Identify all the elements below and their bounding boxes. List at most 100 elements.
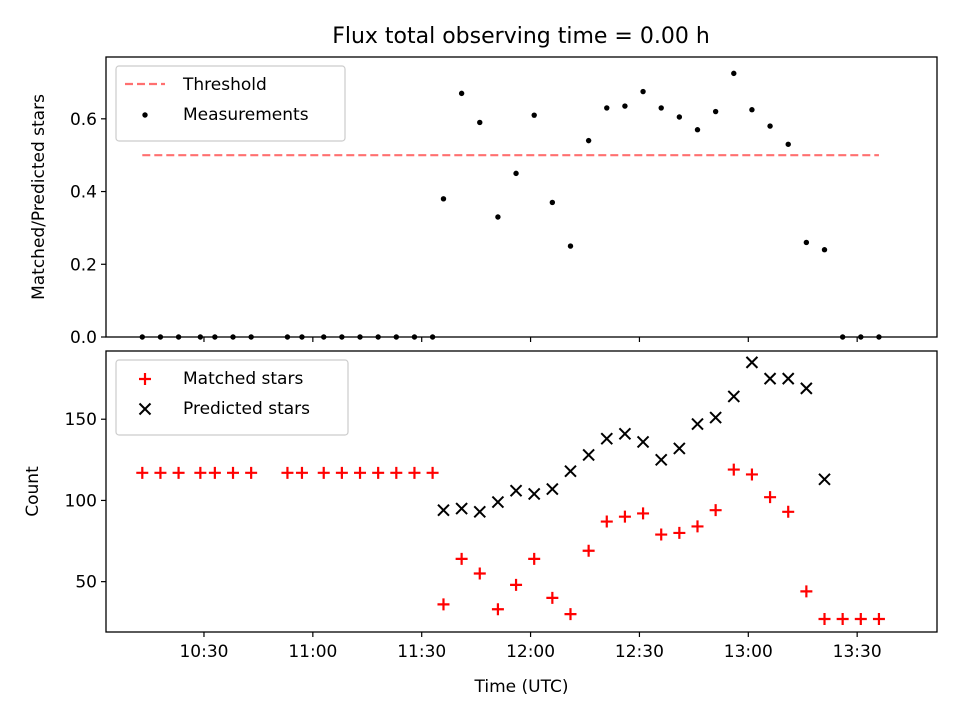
data-point (709, 504, 722, 517)
legend-label: Predicted stars (183, 399, 310, 419)
data-point (676, 114, 683, 120)
data-point (509, 484, 523, 497)
data-point (637, 507, 650, 520)
data-point (585, 137, 592, 144)
data-point (582, 544, 595, 557)
y-tick-label: 0.0 (70, 328, 97, 348)
data-point (455, 502, 468, 515)
data-point (636, 435, 650, 449)
legend-label: Measurements (183, 105, 309, 125)
data-point (745, 356, 759, 369)
data-point (194, 466, 207, 479)
data-point (673, 442, 686, 455)
data-point (455, 552, 468, 565)
data-point (673, 526, 686, 539)
data-point (622, 103, 628, 109)
data-point (836, 613, 849, 626)
data-point (208, 466, 221, 479)
data-point (458, 90, 465, 97)
y-axis-label: Count (23, 466, 43, 517)
data-point (546, 482, 559, 496)
data-point (281, 466, 294, 479)
data-point (567, 243, 574, 249)
data-point (531, 112, 537, 118)
data-point (691, 520, 704, 533)
data-point (604, 105, 610, 111)
data-point (731, 70, 737, 77)
data-point (818, 613, 831, 626)
data-point (491, 603, 504, 616)
legend-marker-swatch (142, 112, 148, 118)
data-point (172, 466, 185, 479)
data-point (513, 170, 519, 177)
legend: Threshold Measurements (115, 65, 346, 142)
figure-title: Flux total observing time = 0.00 h (332, 24, 710, 49)
data-point (727, 463, 740, 476)
data-point (618, 427, 632, 441)
data-point (136, 466, 149, 479)
data-point (495, 214, 501, 220)
data-point (372, 466, 385, 479)
legend-box (115, 359, 349, 436)
legend: Matched stars Predicted stars (115, 359, 349, 436)
legend-label: Matched stars (183, 369, 303, 389)
data-point (709, 411, 722, 424)
data-point (782, 372, 795, 385)
y-tick-label: 0.6 (70, 110, 97, 130)
data-point (437, 503, 450, 517)
data-point (785, 141, 791, 147)
data-point (408, 466, 421, 479)
data-point (655, 453, 668, 467)
data-point (749, 107, 755, 113)
data-point (317, 466, 330, 479)
data-point (800, 585, 813, 598)
data-point (440, 196, 447, 202)
data-point (745, 468, 758, 481)
data-point (426, 466, 439, 479)
data-point (694, 127, 701, 133)
plot-frame (105, 56, 938, 338)
data-point (658, 105, 664, 111)
data-point (854, 613, 867, 626)
data-point (510, 578, 523, 591)
data-point (763, 372, 777, 385)
data-point (821, 247, 828, 253)
data-point (640, 88, 646, 95)
series-predicted-stars (437, 356, 831, 519)
legend-label: Threshold (182, 75, 267, 95)
y-tick-label: 100 (65, 491, 97, 511)
data-point (767, 123, 773, 129)
data-point (691, 417, 704, 431)
data-point (600, 432, 613, 445)
data-point (473, 505, 486, 519)
data-point (245, 466, 258, 479)
data-point (491, 495, 505, 509)
x-tick-label: 13:00 (724, 642, 773, 662)
data-point (582, 448, 595, 462)
y-axis-label: Matched/Predicted stars (29, 94, 49, 300)
data-point (800, 382, 813, 395)
y-tick-label: 0.4 (70, 183, 97, 203)
data-point (527, 487, 541, 501)
data-point (549, 199, 556, 206)
data-point (546, 591, 559, 604)
data-point (712, 108, 719, 115)
x-tick-label: 11:30 (397, 642, 446, 662)
data-point (528, 552, 541, 565)
y-tick-label: 0.2 (70, 255, 97, 275)
legend-marker-swatch (138, 402, 152, 416)
x-tick-label: 12:00 (506, 642, 555, 662)
x-axis-label: Time (UTC) (474, 677, 569, 697)
data-point (437, 598, 450, 611)
y-tick-label: 150 (65, 410, 97, 430)
x-tick-label: 13:30 (833, 642, 882, 662)
bottom-panel: 50 100 150 10:30 11:00 11:30 12:00 12:30 13:00 13… (23, 350, 938, 697)
data-point (227, 466, 240, 479)
data-point (872, 613, 885, 626)
data-point (600, 515, 613, 528)
plot-frame (105, 350, 938, 633)
legend-marker-swatch (139, 373, 151, 385)
y-tick-label: 50 (75, 573, 97, 593)
data-point (390, 466, 403, 479)
